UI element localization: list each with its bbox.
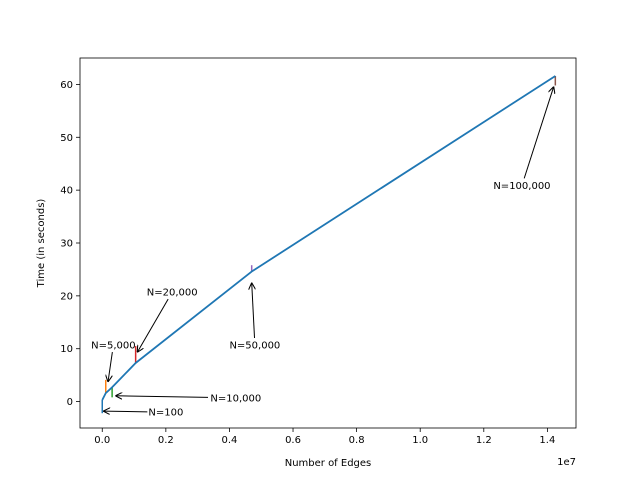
annotation-label: N=100,000 (493, 181, 550, 192)
x-tick-label: 0.6 (285, 435, 301, 446)
x-axis-label: Number of Edges (285, 458, 372, 469)
annotation-label: N=20,000 (147, 288, 198, 299)
series-line (101, 75, 556, 401)
x-tick-label: 1.2 (476, 435, 492, 446)
x-tick-label: 0.2 (158, 435, 174, 446)
annotation-arrow (252, 283, 255, 339)
annotation-label: N=50,000 (229, 341, 280, 352)
x-axis-offset-label: 1e7 (557, 457, 576, 468)
x-tick-label: 0.8 (349, 435, 365, 446)
y-tick-label: 0 (67, 397, 73, 408)
annotation-label: N=100 (148, 408, 183, 419)
y-tick-label: 20 (60, 291, 73, 302)
annotation-arrow (108, 351, 113, 382)
annotation-arrow (523, 87, 554, 179)
x-axis-ticks: 0.0 0.2 0.4 0.6 0.8 1.0 1.2 1.4 (94, 428, 555, 446)
y-tick-label: 30 (60, 239, 73, 250)
y-tick-label: 60 (60, 80, 73, 91)
x-tick-label: 0.0 (94, 435, 110, 446)
y-tick-label: 40 (60, 186, 73, 197)
annotation-arrow (103, 411, 148, 412)
annotation-label: N=10,000 (210, 393, 261, 404)
x-tick-label: 0.4 (221, 435, 237, 446)
y-axis-ticks: 0 10 20 30 40 50 60 (60, 80, 80, 408)
error-bars (101, 75, 557, 414)
y-axis-label: Time (in seconds) (36, 199, 47, 289)
annotation-label: N=5,000 (91, 341, 136, 352)
annotation-arrow (115, 396, 209, 398)
annotations: N=100 N=5,000 N=10,000 N=20,000 N=50,000 N=10… (91, 87, 554, 419)
y-tick-label: 10 (60, 344, 73, 355)
annotation-arrow (137, 298, 169, 352)
series (101, 75, 556, 401)
y-tick-label: 50 (60, 133, 73, 144)
x-tick-label: 1.0 (412, 435, 428, 446)
plot-area (80, 58, 576, 428)
x-tick-label: 1.4 (539, 435, 555, 446)
